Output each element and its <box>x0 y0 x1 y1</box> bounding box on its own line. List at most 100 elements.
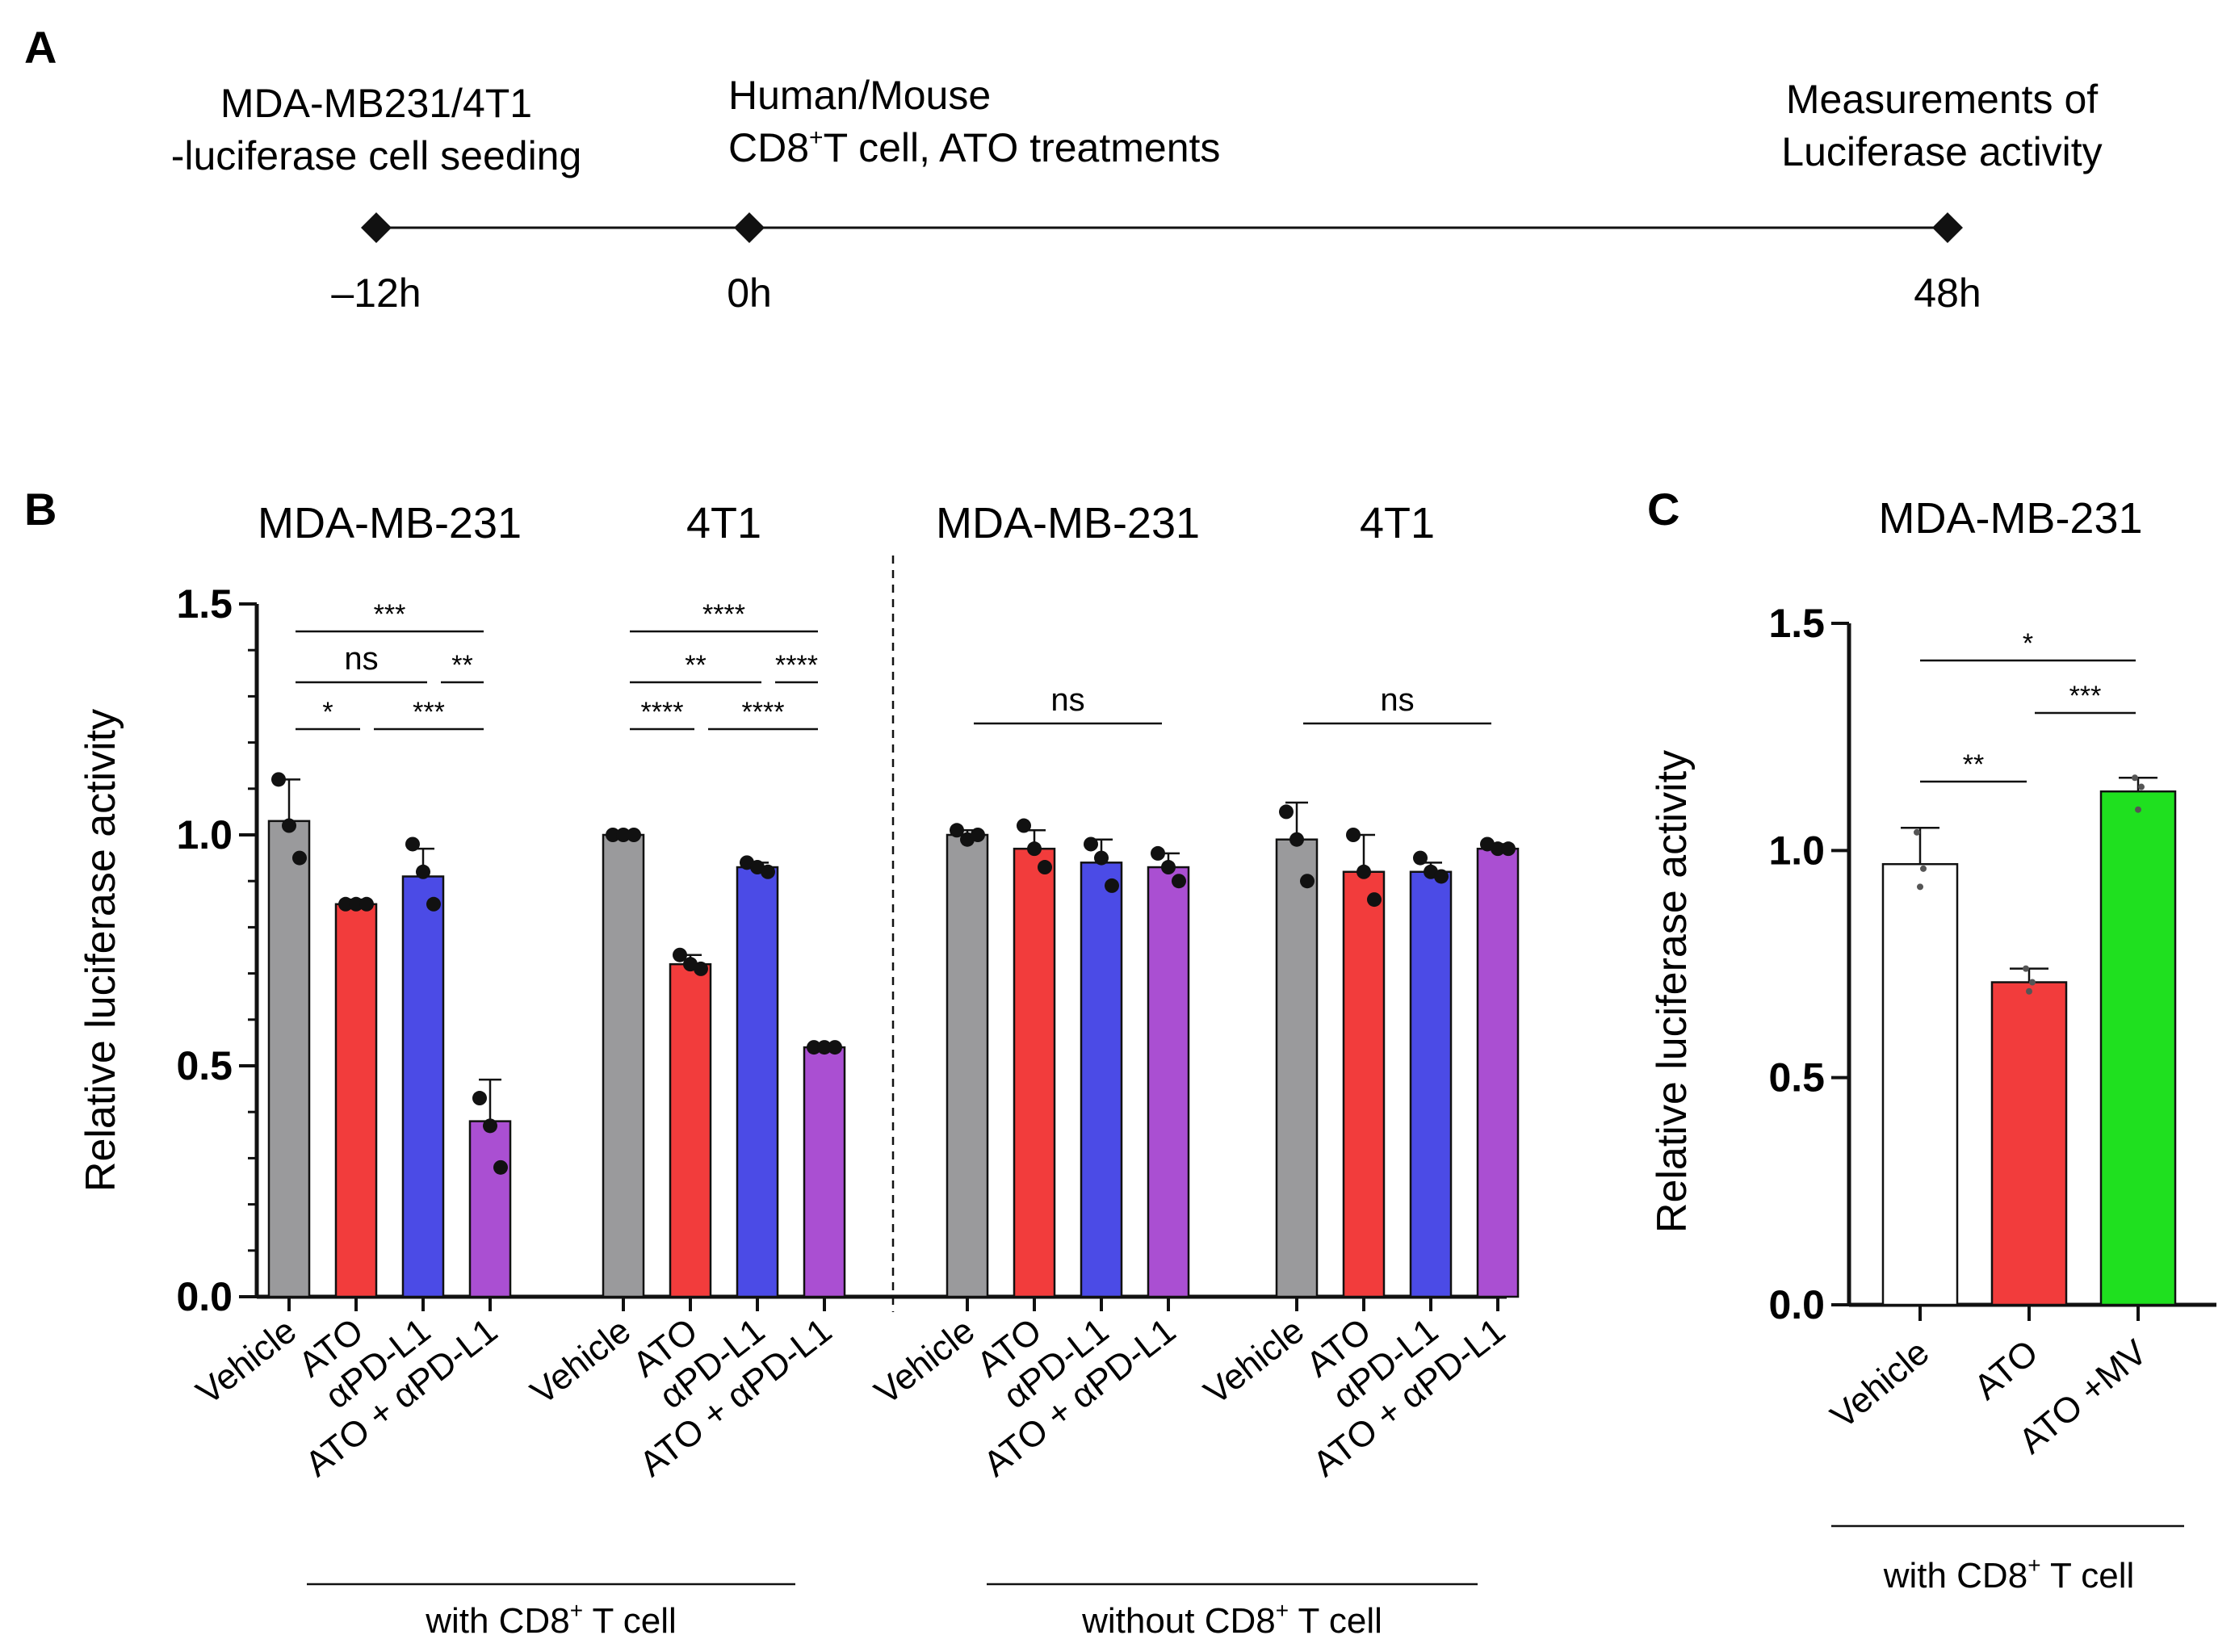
b-data-point <box>1161 860 1176 875</box>
c-data-point <box>1914 828 1920 836</box>
b-data-point <box>483 1118 497 1134</box>
c-bar <box>2099 790 2177 1306</box>
b-data-point <box>1491 841 1505 857</box>
c-y-tick-label: 0.0 <box>1768 1282 1825 1327</box>
b-y-tick-label: 1.0 <box>176 812 233 857</box>
b-significance-label: * <box>322 697 333 727</box>
c-data-point <box>1917 883 1923 891</box>
b-significance-label: ns <box>344 641 378 677</box>
b-group-title: MDA-MB-231 <box>936 499 1200 547</box>
b-data-point <box>1017 818 1031 833</box>
b-data-point <box>1300 874 1315 889</box>
b-bar <box>669 962 712 1298</box>
b-data-point <box>761 864 775 879</box>
b-data-point <box>807 1040 821 1055</box>
b-data-point <box>426 896 441 912</box>
b-data-point <box>627 828 641 842</box>
c-data-point <box>1920 865 1927 872</box>
b-data-point <box>405 836 420 852</box>
c-title: MDA-MB-231 <box>1878 494 2142 543</box>
b-bar <box>736 866 779 1298</box>
b-condition-label-pre: with CD8 <box>425 1601 570 1641</box>
b-bar <box>1409 870 1453 1298</box>
b-data-point <box>416 864 430 879</box>
b-y-tick-label: 1.5 <box>176 581 233 627</box>
b-category-label: Vehicle <box>523 1310 638 1412</box>
b-data-point <box>1038 860 1052 875</box>
b-data-point <box>1357 864 1371 879</box>
panel-a-label: A <box>24 22 57 73</box>
b-data-point <box>1094 850 1109 866</box>
b-data-point <box>271 772 286 787</box>
b-condition-label: with CD8+ T cell <box>425 1598 677 1641</box>
b-data-point <box>1151 845 1165 861</box>
panel-b-label: B <box>24 484 57 535</box>
b-data-point <box>338 896 353 912</box>
timeline: MDA-MB231/4T1 -luciferase cell seeding –… <box>171 73 2103 316</box>
b-data-point <box>493 1159 508 1175</box>
b-data-point <box>359 896 374 912</box>
b-category-label: Vehicle <box>189 1310 304 1412</box>
b-y-axis-label: Relative luciferase activity <box>78 709 124 1192</box>
b-data-point <box>282 818 296 833</box>
b-category-label: Vehicle <box>867 1310 982 1412</box>
timeline-event-3-line2: Luciferase activity <box>1781 129 2102 174</box>
timeline-event-2-rest: T cell, ATO treatments <box>824 125 1221 170</box>
b-condition-label-post: T cell <box>583 1601 677 1641</box>
c-condition-label: with CD8+ T cell <box>1883 1553 2135 1595</box>
timeline-event-2-time: 0h <box>727 270 772 316</box>
b-data-point <box>616 828 631 842</box>
b-condition-label-pre: without CD8 <box>1081 1601 1276 1641</box>
c-y-tick-label: 0.5 <box>1768 1055 1825 1101</box>
b-category-label: Vehicle <box>1197 1310 1311 1412</box>
b-significance-label: ns <box>1380 682 1414 718</box>
timeline-event-2-line2: CD8+T cell, ATO treatments <box>728 124 1220 170</box>
b-data-point <box>817 1040 832 1055</box>
c-significance-label: * <box>2023 628 2033 659</box>
timeline-event-2-sup: + <box>809 124 824 151</box>
b-data-point <box>1434 869 1449 884</box>
c-data-point <box>2135 806 2141 813</box>
timeline-event-3-line1: Measurements of <box>1786 77 2098 122</box>
c-data-point <box>2026 987 2032 995</box>
b-bar <box>602 833 645 1298</box>
c-category-label: ATO <box>1967 1332 2046 1407</box>
b-condition-label-sup: + <box>1276 1598 1289 1623</box>
c-data-point <box>2029 979 2036 986</box>
c-data-point <box>2132 774 2138 782</box>
b-bar <box>401 875 445 1298</box>
c-y-tick-label: 1.5 <box>1768 601 1825 646</box>
timeline-marker-seeding <box>361 212 392 243</box>
b-data-point <box>349 896 363 912</box>
b-data-point <box>1501 841 1516 857</box>
b-significance-label: *** <box>374 599 406 630</box>
b-data-point <box>1346 828 1361 842</box>
b-data-point <box>292 850 307 866</box>
c-condition-label-sup: + <box>2027 1553 2040 1578</box>
b-group-title: MDA-MB-231 <box>258 499 522 547</box>
timeline-event-2-cd8: CD8 <box>728 125 809 170</box>
b-y-tick-label: 0.0 <box>176 1274 233 1319</box>
c-bar <box>1990 981 2068 1306</box>
b-significance-label: ** <box>685 650 706 681</box>
b-data-point <box>971 828 985 842</box>
b-data-point <box>472 1091 487 1106</box>
c-condition-label-pre: with CD8 <box>1883 1556 2028 1595</box>
panel-c-chart: MDA-MB-231 0.0 0.5 1.0 1.5 Relative luciferas… <box>1649 494 2216 1595</box>
b-data-point <box>673 947 687 962</box>
b-data-point <box>950 823 964 838</box>
timeline-event-3-time: 48h <box>1914 270 1981 316</box>
timeline-event-1-line1: MDA-MB231/4T1 <box>220 81 532 126</box>
b-data-point <box>1413 850 1428 866</box>
b-bar <box>334 903 378 1298</box>
b-bar <box>1147 866 1190 1298</box>
c-data-point <box>2138 783 2145 790</box>
c-data-point <box>2023 965 2029 972</box>
b-y-tick-label: 0.5 <box>176 1043 233 1088</box>
timeline-event-1-time: –12h <box>331 270 421 316</box>
b-data-point <box>694 961 708 976</box>
b-data-point <box>1084 836 1098 852</box>
timeline-event-2-line1: Human/Mouse <box>728 73 991 118</box>
timeline-event-1-line2: -luciferase cell seeding <box>171 133 582 178</box>
